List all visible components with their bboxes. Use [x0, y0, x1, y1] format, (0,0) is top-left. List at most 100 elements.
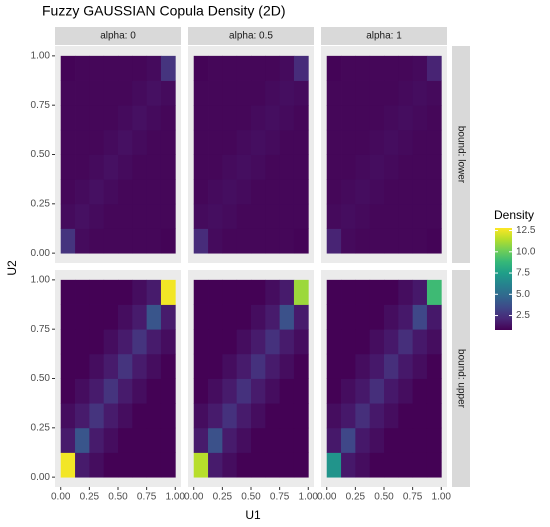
heat-cell [146, 179, 162, 205]
heat-cell [251, 105, 266, 131]
heat-cell [146, 353, 162, 379]
heat-cell [369, 105, 385, 131]
heat-cell [146, 80, 162, 106]
y-axis-title: U2 [5, 260, 19, 276]
heat-cell [384, 427, 399, 453]
heat-cell [412, 105, 428, 131]
heat-cell [384, 154, 399, 180]
heat-cell [132, 403, 148, 429]
heat-cell [426, 378, 442, 404]
heat-cell [146, 279, 162, 305]
heat-cell [75, 353, 90, 379]
heat-cell [89, 279, 105, 305]
heat-cell [293, 80, 309, 106]
heat-cell [208, 353, 223, 379]
heat-cell [384, 55, 399, 81]
heat-cell [293, 427, 309, 453]
heat-cell [355, 228, 371, 254]
colorbar-label: 7.5 [516, 268, 530, 279]
heat-cell [412, 55, 428, 81]
heat-cell [236, 55, 252, 81]
heat-cell [412, 203, 428, 229]
heat-cell [369, 154, 385, 180]
heat-cell [132, 228, 148, 254]
heat-cell [369, 228, 385, 254]
heat-cell [279, 179, 295, 205]
heat-cell [384, 80, 399, 106]
heat-cell [341, 279, 356, 305]
heat-cell [369, 403, 385, 429]
heat-cell [208, 203, 223, 229]
heat-cell [265, 427, 281, 453]
heat-cell [75, 378, 90, 404]
heat-cell [60, 55, 76, 81]
heat-cell [251, 403, 266, 429]
heat-cell [103, 403, 119, 429]
heat-cell [75, 403, 90, 429]
heat-cell [412, 427, 428, 453]
heat-cell [103, 105, 119, 131]
heat-cell [412, 129, 428, 155]
heat-cell [193, 129, 209, 155]
heat-cell [146, 154, 162, 180]
facet-strip [452, 270, 470, 487]
heat-cell [369, 329, 385, 355]
heat-cell [132, 129, 148, 155]
heat-cell [426, 427, 442, 453]
heat-cell [208, 427, 223, 453]
heat-cell [341, 55, 356, 81]
heat-cell [326, 452, 342, 478]
heat-cell [355, 452, 371, 478]
heat-cell [89, 403, 105, 429]
heat-cell [193, 353, 209, 379]
heat-cell [426, 403, 442, 429]
heat-cell [236, 154, 252, 180]
heat-cell [208, 55, 223, 81]
heat-cell [293, 55, 309, 81]
heat-cell [103, 129, 119, 155]
heat-cell [118, 279, 133, 305]
colorbar [495, 228, 512, 330]
heat-cell [251, 129, 266, 155]
heat-cell [293, 228, 309, 254]
colorbar-label: 5.0 [516, 289, 530, 300]
heat-cell [251, 228, 266, 254]
facet-label: alpha: 0.5 [229, 31, 273, 42]
heat-cell [341, 329, 356, 355]
heat-cell [160, 55, 176, 81]
heat-cell [236, 304, 252, 330]
y-tick-label: 0.00 [31, 472, 51, 483]
heat-cell [384, 353, 399, 379]
heat-cell [222, 403, 238, 429]
facet-label: bound: upper [455, 349, 466, 409]
heat-cell [75, 154, 90, 180]
heat-cell [208, 403, 223, 429]
heat-cell [341, 304, 356, 330]
facet-strip [321, 27, 447, 45]
heat-cell [251, 304, 266, 330]
heat-cell [132, 427, 148, 453]
heat-cell [146, 378, 162, 404]
heat-cell [118, 55, 133, 81]
heat-cell [75, 80, 90, 106]
heat-cell [222, 80, 238, 106]
x-tick-label: 0.25 [80, 492, 100, 503]
heat-cell [426, 129, 442, 155]
heat-cell [160, 329, 176, 355]
heat-cell [222, 452, 238, 478]
heat-cell [341, 452, 356, 478]
heat-cell [326, 203, 342, 229]
heat-cell [208, 179, 223, 205]
heat-cell [384, 452, 399, 478]
heat-cell [426, 203, 442, 229]
heat-cell [341, 403, 356, 429]
heat-cell [251, 154, 266, 180]
heat-cell [118, 154, 133, 180]
heat-cell [369, 80, 385, 106]
heat-cell [251, 452, 266, 478]
heat-cell [208, 228, 223, 254]
heat-cell [326, 179, 342, 205]
heat-cell [384, 228, 399, 254]
heat-cell [355, 279, 371, 305]
heat-cell [193, 304, 209, 330]
